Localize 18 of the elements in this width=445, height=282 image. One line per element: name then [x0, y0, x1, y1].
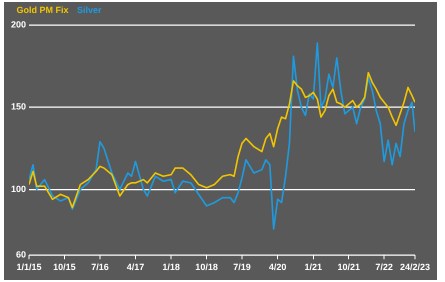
- x-tick-label: 10/18: [195, 262, 218, 272]
- x-tick-label: 1/1/15: [16, 262, 42, 272]
- x-tick-label: 1/18: [162, 262, 180, 272]
- x-tick-label: 10/15: [53, 262, 76, 272]
- x-tick-label: 10/21: [337, 262, 360, 272]
- x-tick-label: 4/20: [268, 262, 286, 272]
- y-tick-label: 60: [16, 250, 26, 260]
- x-tick-label: 7/16: [91, 262, 109, 272]
- x-tick-label: 7/19: [233, 262, 251, 272]
- x-tick-label: 24/2/23: [400, 262, 430, 272]
- y-tick-label: 100: [10, 184, 26, 194]
- y-tick-label: 200: [10, 19, 26, 30]
- text: Gold PM Fix: [16, 4, 69, 15]
- x-tick-label: 1/21: [304, 262, 322, 272]
- x-tick-label: 4/17: [126, 262, 144, 272]
- x-tick-label: 7/22: [375, 262, 393, 272]
- y-tick-label: 150: [10, 102, 26, 112]
- text: Silver: [77, 4, 102, 15]
